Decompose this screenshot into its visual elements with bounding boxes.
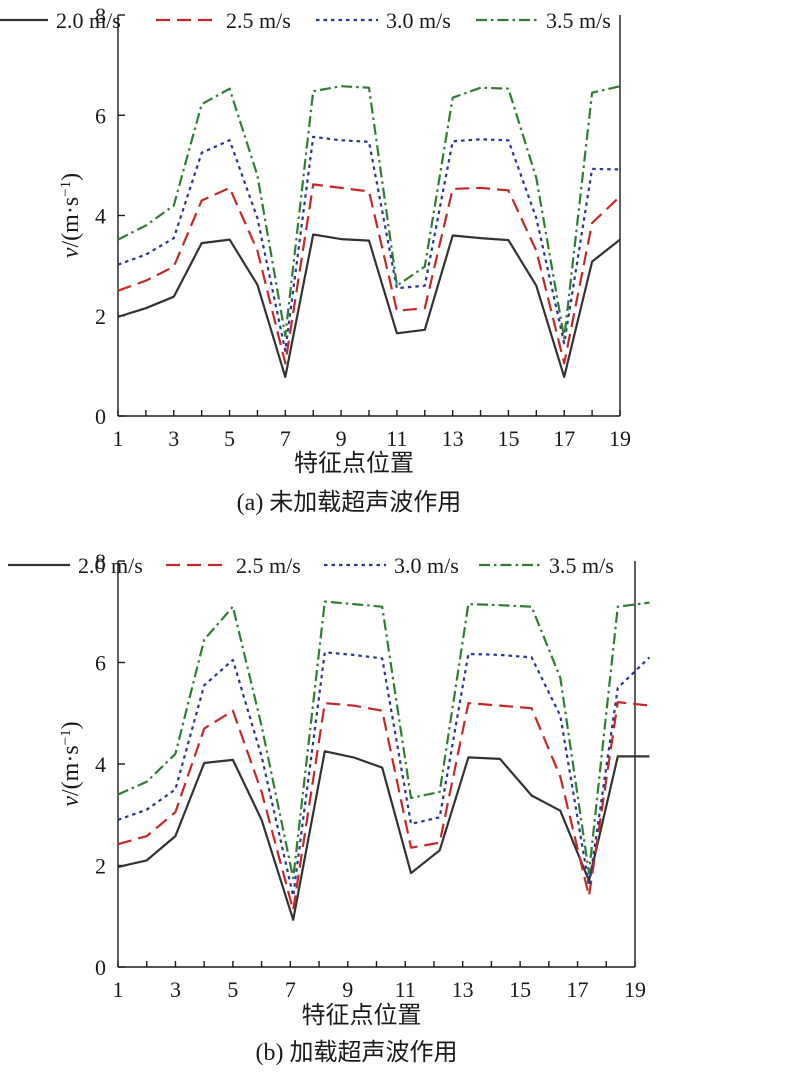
x-tick-label: 1 <box>113 426 124 451</box>
x-tick-label: 15 <box>497 426 519 451</box>
series-line-30 <box>117 135 621 352</box>
legend-label: 2.0 m/s <box>56 8 121 33</box>
x-tick-label: 15 <box>509 977 531 1002</box>
x-tick-label: 5 <box>227 977 238 1002</box>
x-tick-label: 7 <box>280 426 291 451</box>
legend-label: 3.0 m/s <box>394 553 459 578</box>
x-axis-title: 特征点位置 <box>302 1002 422 1029</box>
x-tick-label: 5 <box>224 426 235 451</box>
x-tick-label: 13 <box>452 977 474 1002</box>
y-tick-label: 8 <box>95 549 106 574</box>
y-axis-symbol: v <box>58 796 84 807</box>
x-tick-label: 7 <box>285 977 296 1002</box>
y-axis-unit-exponent: −1 <box>58 181 74 197</box>
y-axis-unit-exponent: −1 <box>58 729 74 745</box>
series-line-20 <box>117 233 621 378</box>
legend-label: 3.5 m/s <box>549 553 614 578</box>
x-tick-label: 17 <box>567 977 589 1002</box>
legend-label: 2.5 m/s <box>226 8 291 33</box>
x-tick-label: 13 <box>442 426 464 451</box>
series-line-35 <box>117 85 621 340</box>
series-line-35 <box>117 600 650 880</box>
legend-label: 2.5 m/s <box>236 553 301 578</box>
x-tick-label: 11 <box>386 426 407 451</box>
x-tick-label: 11 <box>395 977 416 1002</box>
legend-label: 2.0 m/s <box>78 553 143 578</box>
x-tick-label: 3 <box>170 977 181 1002</box>
series-line-25 <box>117 700 650 912</box>
x-tick-label: 9 <box>342 977 353 1002</box>
y-tick-label: 8 <box>95 3 106 28</box>
x-tick-label: 1 <box>113 977 124 1002</box>
series-line-20 <box>117 750 650 921</box>
panel-caption: (b) 加载超声波作用 <box>256 1039 458 1066</box>
x-tick-label: 9 <box>336 426 347 451</box>
y-tick-label: 0 <box>95 955 106 980</box>
legend-label: 3.5 m/s <box>546 8 611 33</box>
y-tick-label: 4 <box>95 752 106 777</box>
y-axis-title: v/(m·s−1) <box>58 721 84 806</box>
y-tick-label: 0 <box>95 404 106 429</box>
y-axis-unit: /(m·s <box>58 197 84 248</box>
y-tick-label: 2 <box>95 304 106 329</box>
series-line-25 <box>117 183 621 365</box>
y-axis-unit-close: ) <box>58 173 84 181</box>
y-axis-title: v/(m·s−1) <box>58 173 84 258</box>
x-tick-label: 19 <box>609 426 631 451</box>
panel-caption: (a) 未加载超声波作用 <box>237 489 462 516</box>
x-tick-label: 3 <box>168 426 179 451</box>
y-axis-symbol: v <box>58 247 84 258</box>
y-tick-label: 2 <box>95 854 106 879</box>
y-tick-label: 4 <box>95 204 106 229</box>
y-tick-label: 6 <box>95 103 106 128</box>
series-line-30 <box>117 651 651 898</box>
x-axis-title: 特征点位置 <box>294 450 414 477</box>
y-axis-unit: /(m·s <box>58 745 84 796</box>
legend-label: 3.0 m/s <box>386 8 451 33</box>
y-axis-unit-close: ) <box>58 721 84 729</box>
x-tick-label: 17 <box>553 426 575 451</box>
x-tick-label: 19 <box>624 977 646 1002</box>
y-tick-label: 6 <box>95 651 106 676</box>
